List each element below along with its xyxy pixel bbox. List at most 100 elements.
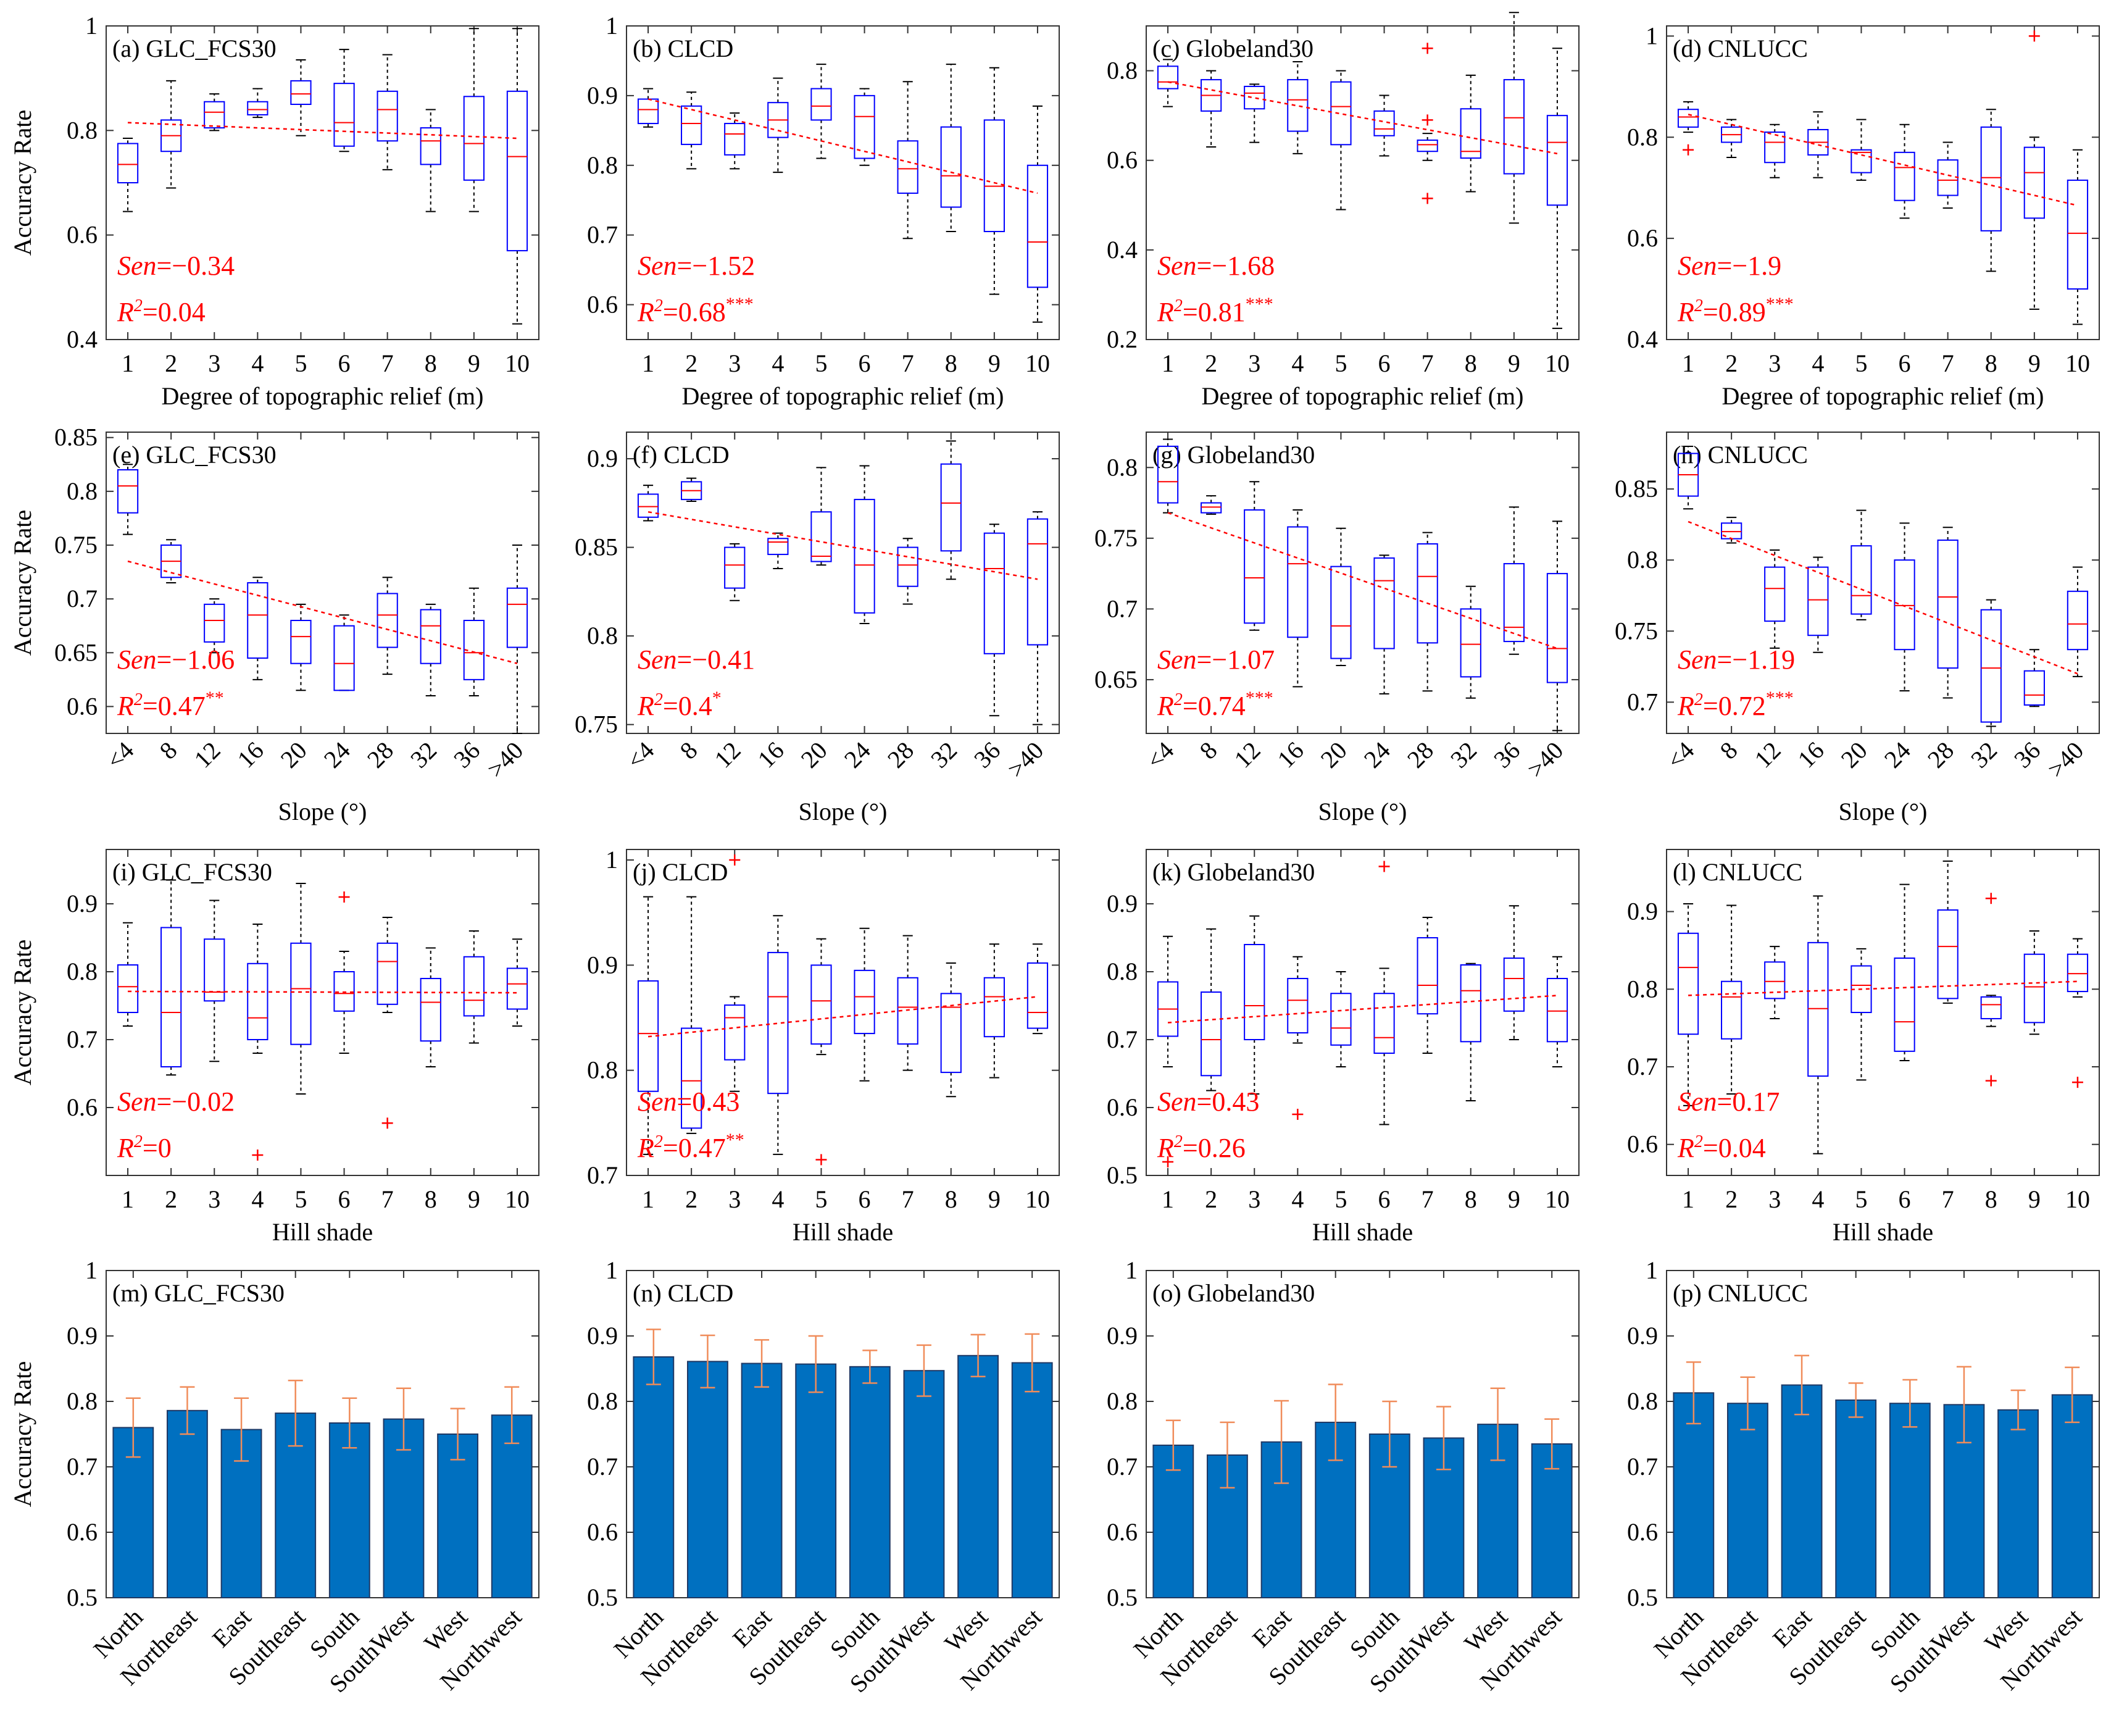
y-tick-label: 0.7 bbox=[587, 1161, 618, 1189]
box bbox=[1546, 978, 1568, 1043]
sen-slope-label: Sen=0.17 bbox=[1678, 1087, 1780, 1117]
y-tick-label: 1 bbox=[606, 846, 618, 874]
x-tick-label: 7 bbox=[1422, 1185, 1434, 1213]
y-tick-label: 0.9 bbox=[1107, 1322, 1138, 1350]
x-axis-label: Degree of topographic relief (m) bbox=[1722, 382, 2044, 410]
y-axis-label: Accuracy Rate bbox=[9, 940, 36, 1086]
trend-line bbox=[127, 560, 518, 664]
x-tick-label: 5 bbox=[815, 1185, 827, 1213]
bar bbox=[741, 1363, 783, 1599]
box bbox=[2023, 953, 2045, 1024]
outlier-marker bbox=[2071, 1077, 2083, 1088]
x-axis-label: Slope (°) bbox=[1839, 798, 1928, 825]
x-tick-label: 9 bbox=[988, 349, 1001, 377]
outlier-marker bbox=[1162, 1156, 1174, 1167]
x-tick-label: 9 bbox=[1508, 349, 1520, 377]
panel-title: (m) GLC_FCS30 bbox=[112, 1279, 285, 1307]
box bbox=[290, 942, 312, 1045]
box bbox=[290, 620, 312, 664]
trend-line bbox=[647, 511, 1038, 580]
x-tick-label: 5 bbox=[294, 1185, 307, 1213]
axes-frame bbox=[1146, 1270, 1580, 1598]
y-tick-label: 0.9 bbox=[587, 444, 618, 472]
box bbox=[333, 625, 355, 691]
x-tick-label: 7 bbox=[1422, 349, 1434, 377]
y-tick-label: 0.9 bbox=[67, 890, 98, 917]
panel-title: (h) CNLUCC bbox=[1673, 441, 1808, 469]
y-tick-label: 0.9 bbox=[587, 951, 618, 979]
y-tick-label: 0.75 bbox=[54, 531, 98, 559]
y-tick-label: 0.7 bbox=[67, 1025, 98, 1053]
x-tick-label: 9 bbox=[2028, 349, 2041, 377]
bar bbox=[1997, 1409, 2039, 1599]
axes-frame bbox=[626, 849, 1060, 1176]
box bbox=[1460, 964, 1481, 1043]
box bbox=[1677, 109, 1699, 128]
box bbox=[1287, 526, 1309, 638]
box bbox=[1980, 126, 2002, 232]
sen-slope-label: Sen=−1.52 bbox=[638, 251, 755, 281]
y-tick-label: 0.8 bbox=[67, 1387, 98, 1415]
box bbox=[1330, 565, 1352, 659]
x-tick-label: 2 bbox=[685, 1185, 697, 1213]
y-tick-label: 0.65 bbox=[1094, 666, 1138, 693]
x-tick-label: 4 bbox=[1291, 1185, 1304, 1213]
box bbox=[2067, 590, 2089, 651]
sen-slope-label: Sen=0.43 bbox=[638, 1087, 739, 1117]
box bbox=[854, 499, 875, 614]
bar bbox=[1835, 1399, 1877, 1598]
box bbox=[767, 538, 789, 556]
panel-12: 0.6 0.7 0.8 0.9 1 2 3 4 5 6 7 8 9 10 (l) CNLUCC Hill sh… bbox=[1627, 849, 2100, 1246]
y-tick-label: 0.8 bbox=[1107, 453, 1138, 481]
x-tick-label: 5 bbox=[1334, 349, 1347, 377]
trend-line bbox=[647, 996, 1038, 1038]
trend-line bbox=[1688, 520, 2078, 675]
x-tick-label: 6 bbox=[1378, 1185, 1391, 1213]
sen-slope-label: Sen=0.43 bbox=[1157, 1087, 1259, 1117]
bar bbox=[1011, 1362, 1053, 1598]
x-axis-label: Hill shade bbox=[272, 1218, 373, 1246]
bar bbox=[795, 1363, 837, 1599]
panel-2: 0.6 0.7 0.8 0.9 1 1 2 3 4 5 6 7 8 9 10 (b) CLCD Degree o… bbox=[587, 12, 1060, 410]
outlier-marker bbox=[815, 1154, 827, 1166]
x-tick-label: 2 bbox=[1205, 349, 1217, 377]
x-tick-label: 3 bbox=[1768, 1185, 1781, 1213]
trend-line bbox=[647, 98, 1038, 194]
x-axis-label: Slope (°) bbox=[1318, 798, 1407, 825]
r2-label: R2=0.81*** bbox=[1157, 294, 1273, 327]
bar bbox=[1889, 1403, 1931, 1598]
trend-line bbox=[1688, 980, 2078, 996]
r2-label: R2=0.74*** bbox=[1157, 688, 1273, 721]
box bbox=[810, 511, 832, 562]
x-tick-label: 1 bbox=[642, 349, 654, 377]
box bbox=[1503, 563, 1525, 643]
axes-frame bbox=[1146, 25, 1580, 340]
bar bbox=[633, 1356, 675, 1598]
y-tick-label: 0.65 bbox=[54, 638, 98, 666]
box bbox=[1417, 937, 1438, 1015]
x-tick-label: 3 bbox=[1768, 349, 1781, 377]
y-tick-label: 0.7 bbox=[67, 1453, 98, 1480]
box bbox=[1503, 79, 1525, 175]
y-tick-label: 0.8 bbox=[1627, 975, 1658, 1003]
y-tick-label: 0.8 bbox=[1107, 1387, 1138, 1415]
outlier-marker bbox=[1683, 144, 1694, 156]
box bbox=[854, 969, 875, 1035]
x-tick-label: 1 bbox=[122, 1185, 134, 1213]
panel-title: (f) CLCD bbox=[633, 441, 730, 469]
bar bbox=[1781, 1384, 1823, 1598]
box bbox=[1503, 958, 1525, 1012]
y-tick-label: 0.6 bbox=[1627, 224, 1658, 252]
x-tick-label: 3 bbox=[208, 349, 220, 377]
bar bbox=[491, 1414, 533, 1598]
axes-frame bbox=[626, 1270, 1060, 1598]
box bbox=[940, 993, 962, 1074]
x-tick-label: 5 bbox=[1855, 349, 1867, 377]
x-tick-label: 5 bbox=[815, 349, 827, 377]
sen-slope-label: Sen=−1.68 bbox=[1157, 251, 1275, 281]
box bbox=[724, 546, 746, 589]
panel-title: (e) GLC_FCS30 bbox=[112, 441, 277, 469]
x-tick-label: 4 bbox=[1812, 1185, 1824, 1213]
panel-title: (a) GLC_FCS30 bbox=[112, 35, 277, 62]
y-tick-label: 0.5 bbox=[1107, 1584, 1138, 1611]
